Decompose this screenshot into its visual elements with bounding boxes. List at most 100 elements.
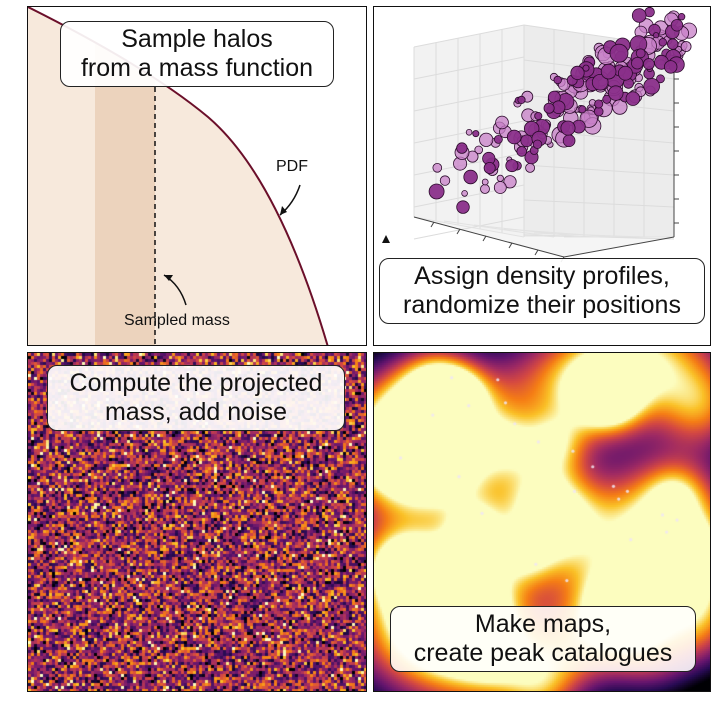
panel-sample-halos: PDF Sampled mass Sample halos from a mas… — [27, 6, 367, 346]
halo-point — [670, 19, 684, 32]
grid-line — [430, 221, 435, 228]
caption-line: mass, add noise — [104, 398, 288, 426]
halo-point — [463, 169, 478, 185]
halo-point — [609, 43, 629, 63]
grid-line — [508, 242, 513, 249]
halo-point — [680, 41, 692, 52]
halo-point — [465, 129, 473, 136]
axis-marker-icon — [382, 235, 390, 243]
halo-point — [642, 58, 655, 70]
halo-point — [631, 57, 644, 70]
halo-point — [532, 139, 543, 150]
halo-point — [625, 91, 641, 106]
grid-line — [563, 236, 675, 258]
halo-point — [495, 115, 509, 130]
halo-point — [593, 106, 604, 117]
halo-point — [664, 60, 678, 74]
mass-function-plot: PDF Sampled mass — [28, 7, 366, 345]
halo-point — [591, 74, 609, 91]
halo-point — [594, 99, 604, 109]
caption-line: randomize their positions — [403, 291, 681, 319]
halo-point — [428, 183, 445, 200]
pdf-label: PDF — [276, 158, 308, 175]
halo-point — [635, 48, 646, 59]
floor-pane — [414, 217, 674, 257]
halo-point — [667, 38, 679, 50]
grid-line — [443, 220, 555, 238]
caption-line: Make maps, — [474, 610, 612, 638]
halo-point — [496, 174, 504, 182]
caption-line: Sample halos — [121, 25, 273, 53]
sampled-mass-label: Sampled mass — [124, 312, 230, 329]
caption-maps-peaks: Make maps, create peak catalogues — [390, 606, 696, 672]
halo-scatter-3d — [382, 7, 697, 263]
halo-point — [677, 12, 686, 21]
halo-point — [578, 105, 587, 114]
grid-line — [413, 24, 525, 48]
panel-assign-profiles: Assign density profiles, randomize their… — [373, 6, 711, 346]
halo-point — [543, 102, 555, 114]
pdf-fill-mask — [28, 7, 366, 345]
pdf-arrowhead — [280, 206, 287, 215]
halo-point — [461, 190, 468, 197]
halo-point — [456, 200, 470, 214]
caption-line: create peak catalogues — [413, 639, 673, 667]
grid-line — [534, 249, 539, 256]
halo-point — [505, 159, 519, 173]
halo-point — [432, 163, 443, 173]
halo-point — [631, 8, 647, 23]
caption-projected-mass: Compute the projected mass, add noise — [47, 365, 345, 431]
sampled-arrowhead — [164, 275, 173, 281]
halo-point — [483, 161, 496, 174]
grid-line — [413, 88, 525, 112]
halo-point — [439, 175, 451, 186]
halo-point — [643, 78, 661, 95]
halo-point — [516, 146, 528, 157]
halo-point — [582, 64, 590, 72]
halo-point — [608, 85, 624, 101]
halo-point — [656, 74, 665, 84]
halo-point — [658, 38, 667, 47]
halo-point — [520, 134, 534, 148]
halo-point — [560, 120, 576, 136]
halo-point — [525, 162, 536, 173]
halo-point — [481, 178, 489, 186]
caption-assign-profiles: Assign density profiles, randomize their… — [379, 258, 705, 324]
grid-line — [413, 216, 525, 238]
grid-line — [413, 216, 565, 258]
grid-line — [413, 216, 525, 240]
panel-projected-mass: Compute the projected mass, add noise — [27, 352, 367, 692]
halo-point — [553, 75, 562, 85]
halo-point — [506, 129, 522, 145]
halo-points — [428, 7, 697, 214]
caption-line: Compute the projected — [69, 369, 323, 397]
halo-point — [517, 95, 526, 105]
grid-line — [523, 129, 675, 144]
halo-point — [503, 175, 517, 189]
halo-point — [570, 65, 585, 81]
caption-sample-halos: Sample halos from a mass function — [60, 21, 334, 87]
caption-line: from a mass function — [80, 54, 314, 82]
grid-line — [523, 199, 675, 208]
halo-point — [600, 63, 617, 80]
grid-line — [482, 235, 487, 242]
panel-maps-peaks: Make maps, create peak catalogues — [373, 352, 711, 692]
caption-line: Assign density profiles, — [414, 262, 670, 290]
halo-point — [602, 94, 612, 104]
grid-line — [456, 228, 461, 235]
grid-line — [533, 232, 645, 238]
halo-point — [534, 112, 543, 121]
halo-point — [562, 134, 576, 147]
halo-point — [472, 130, 480, 138]
grid-line — [413, 152, 525, 176]
halo-point — [456, 142, 468, 154]
halo-point — [612, 99, 628, 115]
grid-line — [523, 164, 675, 176]
halo-point — [617, 65, 633, 81]
halo-point — [493, 181, 507, 194]
halo-point — [480, 184, 490, 194]
halo-point — [474, 145, 483, 155]
halo-point — [494, 134, 503, 144]
halo-point — [652, 32, 660, 39]
halo-point — [479, 132, 494, 147]
